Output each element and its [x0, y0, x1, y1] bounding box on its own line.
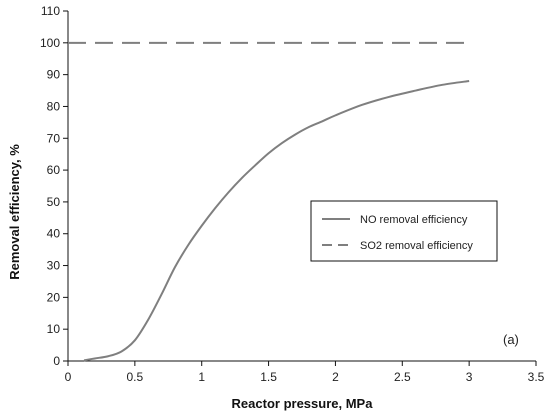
y-tick-label: 20 — [47, 290, 61, 304]
legend-label-so2: SO2 removal efficiency — [360, 240, 473, 252]
x-tick-label: 2.5 — [394, 370, 411, 384]
x-axis-title: Reactor pressure, MPa — [232, 396, 374, 411]
x-tick-label: 0 — [65, 370, 72, 384]
x-tick-label: 3.5 — [528, 370, 545, 384]
legend: NO removal efficiency SO2 removal effici… — [310, 200, 498, 262]
axes — [63, 10, 537, 366]
y-tick-label: 10 — [47, 322, 61, 336]
y-tick-label: 0 — [53, 354, 60, 368]
y-tick-label: 40 — [47, 227, 61, 241]
y-tick-label: 90 — [47, 68, 61, 82]
x-tick-label: 1.5 — [260, 370, 277, 384]
legend-box — [310, 200, 498, 262]
x-tick-label: 1 — [198, 370, 205, 384]
panel-annotation: (a) — [503, 332, 519, 347]
y-tick-labels: 0 10 20 30 40 50 60 70 80 90 100 110 — [40, 4, 60, 368]
x-tick-label: 3 — [466, 370, 473, 384]
y-tick-label: 100 — [40, 36, 60, 50]
x-tick-label: 0.5 — [127, 370, 144, 384]
series-lines — [68, 41, 470, 362]
y-tick-label: 30 — [47, 259, 61, 273]
series-line-no-removal — [83, 80, 470, 362]
y-tick-label: 80 — [47, 99, 61, 113]
y-tick-label: 110 — [41, 4, 60, 18]
y-axis-title: Removal efficiency, % — [7, 144, 22, 280]
y-tick-label: 60 — [47, 163, 61, 177]
legend-label-no: NO removal efficiency — [360, 214, 468, 226]
y-tick-label: 50 — [47, 195, 61, 209]
x-tick-label: 2 — [332, 370, 339, 384]
x-tick-labels: 0 0.5 1 1.5 2 2.5 3 3.5 — [65, 370, 545, 384]
y-tick-label: 70 — [47, 131, 61, 145]
